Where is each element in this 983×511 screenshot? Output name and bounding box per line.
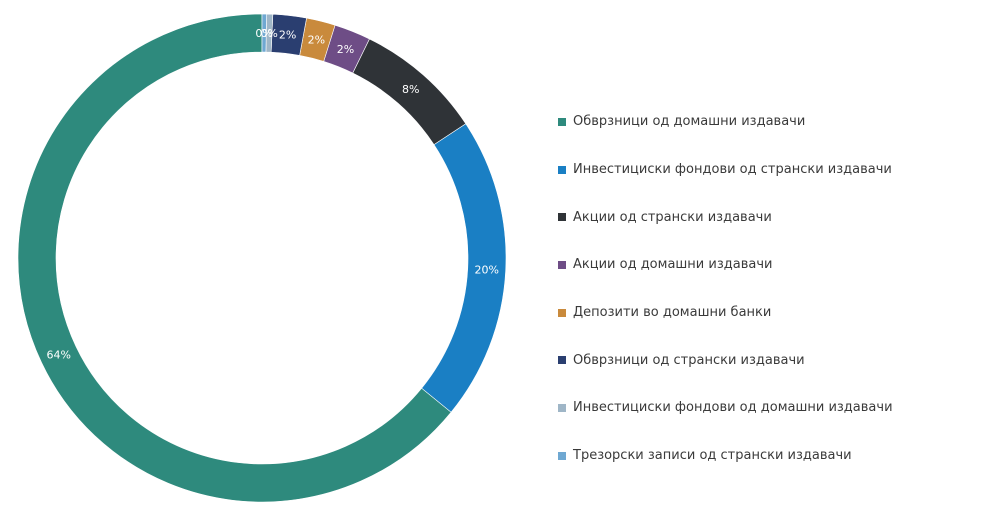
data-label-8: 0%	[255, 27, 272, 40]
data-label-3: 8%	[402, 83, 419, 96]
data-label-1: 64%	[47, 349, 71, 362]
legend-label: Инвестициски фондови од странски издавач…	[573, 162, 892, 178]
legend-item-6: Обврзници од странски издавачи	[558, 336, 983, 384]
chart-legend: Обврзници од домашни издавачи Инвестициск…	[558, 98, 983, 480]
data-label-2: 20%	[474, 263, 498, 276]
legend-label: Трезорски записи од странски издавачи	[573, 448, 852, 464]
legend-swatch	[558, 451, 566, 460]
legend-item-5: Депозити во домашни банки	[558, 289, 983, 337]
legend-swatch	[558, 117, 566, 126]
data-label-7: 0%	[260, 27, 277, 40]
data-label-5: 2%	[308, 34, 325, 47]
legend-swatch	[558, 165, 566, 174]
legend-swatch	[558, 403, 566, 412]
legend-swatch	[558, 213, 566, 222]
donut-data-labels: 64%20%8%2%2%2%0%0%	[47, 27, 499, 362]
data-label-4: 2%	[337, 43, 354, 56]
legend-swatch	[558, 356, 566, 365]
legend-item-7: Инвестициски фондови од домашни издавачи	[558, 384, 983, 432]
legend-item-8: Трезорски записи од странски издавачи	[558, 432, 983, 480]
legend-swatch	[558, 308, 566, 317]
data-label-6: 2%	[279, 28, 296, 41]
donut-slices	[17, 13, 507, 503]
legend-label: Обврзници од странски издавачи	[573, 352, 805, 368]
legend-item-3: Акции од странски издавачи	[558, 193, 983, 241]
donut-slice-8	[261, 13, 267, 53]
legend-item-4: Акции од домашни издавачи	[558, 241, 983, 289]
donut-chart: 64%20%8%2%2%2%0%0%	[17, 13, 507, 503]
legend-label: Акции од странски издавачи	[573, 209, 772, 225]
legend-item-2: Инвестициски фондови од странски издавач…	[558, 146, 983, 194]
donut-slice-1	[17, 13, 452, 503]
legend-label: Инвестициски фондови од домашни издавачи	[573, 400, 893, 416]
legend-label: Депозити во домашни банки	[573, 305, 772, 321]
legend-swatch	[558, 260, 566, 269]
legend-item-1: Обврзници од домашни издавачи	[558, 98, 983, 146]
legend-label: Обврзници од домашни издавачи	[573, 114, 806, 130]
legend-label: Акции од домашни издавачи	[573, 257, 773, 273]
